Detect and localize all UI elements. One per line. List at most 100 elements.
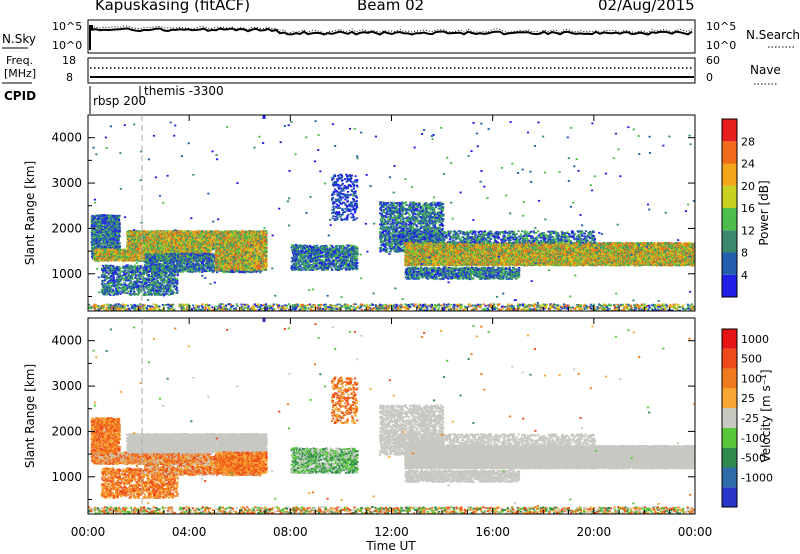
- power-cell: [176, 292, 178, 294]
- power-cell: [135, 274, 137, 276]
- power-cell: [211, 238, 213, 240]
- power-cell: [129, 292, 131, 294]
- power-cell: [160, 291, 162, 293]
- power-cell: [118, 219, 120, 221]
- power-cell: [119, 242, 121, 244]
- power-cell: [130, 230, 132, 232]
- power-cell: [141, 281, 143, 283]
- power-cell: [118, 235, 120, 237]
- power-cell: [108, 274, 110, 276]
- power-cell: [146, 288, 148, 290]
- power-cell: [148, 274, 150, 276]
- power-cell: [101, 276, 103, 278]
- power-cell: [113, 276, 115, 278]
- power-cell: [113, 274, 115, 276]
- power-cell: [133, 291, 135, 293]
- power-cell: [119, 245, 121, 247]
- power-cell: [176, 282, 178, 284]
- power-cell: [110, 278, 112, 280]
- power-cell: [153, 245, 155, 247]
- power-cell: [131, 278, 133, 280]
- power-cell: [144, 291, 146, 293]
- power-cell: [174, 274, 176, 276]
- power-cell: [116, 287, 118, 289]
- power-cell: [175, 285, 177, 287]
- power-cell: [138, 292, 140, 294]
- power-cell: [135, 276, 137, 278]
- power-cell: [143, 281, 145, 283]
- power-cell: [153, 285, 155, 287]
- power-cell: [143, 288, 145, 290]
- power-cell: [173, 292, 175, 294]
- power-scatter-plot: [88, 115, 697, 312]
- power-cell: [107, 265, 109, 267]
- power-cell: [119, 230, 121, 232]
- power-cell: [93, 243, 95, 245]
- power-cell: [110, 265, 112, 267]
- power-cell: [112, 266, 114, 268]
- power-cell: [138, 266, 140, 268]
- power-cell: [125, 271, 127, 273]
- power-cell: [174, 277, 176, 279]
- power-cell: [155, 280, 157, 282]
- power-cell: [123, 279, 125, 281]
- power-cell: [119, 215, 121, 217]
- power-cell: [176, 290, 178, 292]
- power-cell: [126, 292, 128, 294]
- power-cell: [170, 276, 172, 278]
- power-cell: [125, 273, 127, 275]
- power-cell: [108, 285, 110, 287]
- power-cell: [100, 242, 102, 244]
- power-cell: [99, 244, 101, 246]
- power-cell: [166, 293, 168, 295]
- power-cell: [130, 280, 132, 282]
- power-cell: [129, 282, 131, 284]
- power-cell: [139, 270, 141, 272]
- power-cell: [119, 268, 121, 270]
- power-cell: [115, 271, 117, 273]
- power-cell: [240, 234, 242, 236]
- power-cell: [125, 280, 127, 282]
- power-cell: [143, 285, 145, 287]
- power-cell: [145, 293, 147, 295]
- power-cell: [166, 284, 168, 286]
- power-cell: [98, 235, 100, 237]
- power-cell: [151, 293, 153, 295]
- power-cell: [114, 239, 116, 241]
- power-cell: [118, 290, 120, 292]
- power-cell: [169, 288, 171, 290]
- power-cell: [102, 265, 104, 267]
- power-cell: [103, 286, 105, 288]
- power-cell: [119, 266, 121, 268]
- power-cell: [176, 287, 178, 289]
- power-cell: [120, 291, 122, 293]
- power-cell: [145, 280, 147, 282]
- power-cell: [103, 273, 105, 275]
- power-cell: [105, 272, 107, 274]
- power-cell: [139, 275, 141, 277]
- power-cell: [105, 238, 107, 240]
- power-cell: [118, 221, 120, 223]
- power-cell: [157, 280, 159, 282]
- power-cell: [119, 228, 121, 230]
- power-cell: [170, 277, 172, 279]
- power-cell: [106, 294, 108, 296]
- power-cell: [128, 290, 130, 292]
- power-cell: [94, 238, 96, 240]
- power-cell: [177, 274, 179, 276]
- power-cell: [153, 278, 155, 280]
- power-cell: [119, 273, 121, 275]
- power-cell: [130, 294, 132, 296]
- power-cell: [176, 278, 178, 280]
- power-cell: [120, 293, 122, 295]
- power-cell: [155, 289, 157, 291]
- power-cell: [101, 224, 103, 226]
- power-cell: [161, 274, 163, 276]
- power-cell: [112, 290, 114, 292]
- power-cell: [209, 251, 211, 253]
- power-cell: [109, 294, 111, 296]
- power-cell: [176, 280, 178, 282]
- power-cell: [107, 214, 109, 216]
- power-cell: [163, 278, 165, 280]
